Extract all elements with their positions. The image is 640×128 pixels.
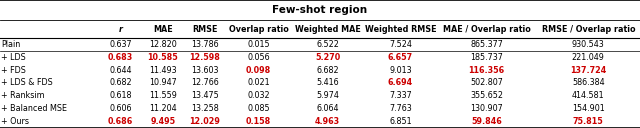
Text: 11.204: 11.204 (149, 104, 177, 113)
Text: 59.846: 59.846 (471, 117, 502, 126)
Text: 11.493: 11.493 (149, 66, 177, 75)
Text: 10.947: 10.947 (149, 78, 177, 87)
Text: + FDS: + FDS (1, 66, 26, 75)
Text: 0.098: 0.098 (246, 66, 271, 75)
Text: 9.495: 9.495 (150, 117, 175, 126)
Text: 11.559: 11.559 (149, 91, 177, 100)
Text: Few-shot region: Few-shot region (273, 5, 367, 15)
Text: 221.049: 221.049 (572, 53, 605, 62)
Text: + LDS: + LDS (1, 53, 26, 62)
Text: + Ranksim: + Ranksim (1, 91, 45, 100)
Text: 13.475: 13.475 (191, 91, 219, 100)
Text: 6.694: 6.694 (388, 78, 413, 87)
Text: 355.652: 355.652 (470, 91, 503, 100)
Text: 7.337: 7.337 (389, 91, 412, 100)
Text: 0.686: 0.686 (108, 117, 133, 126)
Text: 5.270: 5.270 (315, 53, 340, 62)
Text: 0.637: 0.637 (109, 40, 132, 49)
Text: 10.585: 10.585 (147, 53, 179, 62)
Text: Weighted RMSE: Weighted RMSE (365, 25, 436, 34)
Text: 130.907: 130.907 (470, 104, 503, 113)
Text: 6.657: 6.657 (388, 53, 413, 62)
Text: 75.815: 75.815 (573, 117, 604, 126)
Text: 586.384: 586.384 (572, 78, 605, 87)
Text: + LDS & FDS: + LDS & FDS (1, 78, 53, 87)
Text: 13.603: 13.603 (191, 66, 219, 75)
Text: Overlap ratio: Overlap ratio (229, 25, 289, 34)
Text: Plain: Plain (1, 40, 20, 49)
Text: 0.618: 0.618 (109, 91, 132, 100)
Text: 185.737: 185.737 (470, 53, 503, 62)
Text: 5.416: 5.416 (316, 78, 339, 87)
Text: 137.724: 137.724 (570, 66, 606, 75)
Text: 0.606: 0.606 (109, 104, 132, 113)
Text: 6.064: 6.064 (316, 104, 339, 113)
Text: 0.015: 0.015 (248, 40, 270, 49)
Text: 5.974: 5.974 (316, 91, 339, 100)
Text: 12.766: 12.766 (191, 78, 219, 87)
Text: 0.032: 0.032 (248, 91, 270, 100)
Text: 13.258: 13.258 (191, 104, 219, 113)
Text: RMSE / Overlap ratio: RMSE / Overlap ratio (541, 25, 635, 34)
Text: 0.683: 0.683 (108, 53, 133, 62)
Text: 12.820: 12.820 (149, 40, 177, 49)
Text: 0.158: 0.158 (246, 117, 271, 126)
Text: 12.029: 12.029 (189, 117, 220, 126)
Text: Weighted MAE: Weighted MAE (295, 25, 360, 34)
Text: 0.021: 0.021 (248, 78, 270, 87)
Text: 154.901: 154.901 (572, 104, 605, 113)
Text: 7.763: 7.763 (389, 104, 412, 113)
Text: 13.786: 13.786 (191, 40, 219, 49)
Text: 7.524: 7.524 (389, 40, 412, 49)
Text: MAE / Overlap ratio: MAE / Overlap ratio (443, 25, 531, 34)
Text: 0.682: 0.682 (109, 78, 132, 87)
Text: + Balanced MSE: + Balanced MSE (1, 104, 67, 113)
Text: 0.056: 0.056 (248, 53, 270, 62)
Text: 4.963: 4.963 (315, 117, 340, 126)
Text: r: r (118, 25, 123, 34)
Text: 6.851: 6.851 (389, 117, 412, 126)
Text: + Ours: + Ours (1, 117, 29, 126)
Text: 6.682: 6.682 (316, 66, 339, 75)
Text: 9.013: 9.013 (389, 66, 412, 75)
Text: 0.085: 0.085 (248, 104, 270, 113)
Text: RMSE: RMSE (193, 25, 218, 34)
Text: 414.581: 414.581 (572, 91, 605, 100)
Text: 6.522: 6.522 (316, 40, 339, 49)
Text: 930.543: 930.543 (572, 40, 605, 49)
Text: 0.644: 0.644 (109, 66, 132, 75)
Text: 116.356: 116.356 (468, 66, 505, 75)
Text: 865.377: 865.377 (470, 40, 503, 49)
Text: 502.807: 502.807 (470, 78, 503, 87)
Text: 12.598: 12.598 (189, 53, 220, 62)
Text: MAE: MAE (153, 25, 173, 34)
